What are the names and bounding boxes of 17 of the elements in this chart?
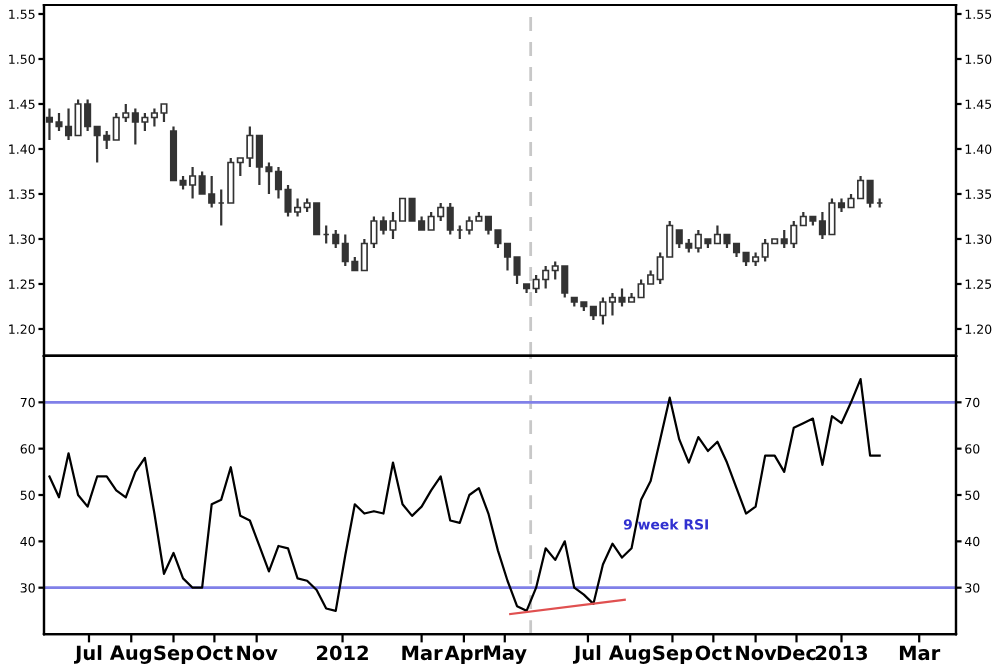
x-tick-label: Oct — [695, 645, 732, 661]
x-tick-label: Nov — [736, 645, 777, 661]
x-tick-label: 2013 — [815, 645, 867, 661]
x-tick-label: 2012 — [317, 645, 368, 661]
x-tick-label: Mar — [402, 645, 443, 661]
x-tick-label: Dec — [777, 645, 816, 661]
x-tick-label: Oct — [196, 645, 233, 661]
x-tick-label: Mar — [899, 645, 941, 661]
x-tick-label: Aug — [608, 645, 650, 664]
x-tick-label: Sep — [154, 645, 194, 664]
x-tick-label: Jul — [74, 645, 102, 664]
x-tick-label: Aug — [109, 645, 152, 664]
x-tick-label: Nov — [237, 645, 278, 661]
x-tick-label: Jul — [572, 645, 601, 664]
x-tick-label: May — [484, 645, 527, 664]
x-tick-label: Apr — [444, 645, 484, 664]
x-tick-label: Sep — [653, 645, 693, 664]
